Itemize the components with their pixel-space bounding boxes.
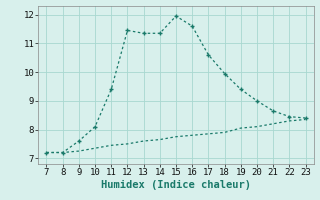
X-axis label: Humidex (Indice chaleur): Humidex (Indice chaleur) <box>101 180 251 190</box>
